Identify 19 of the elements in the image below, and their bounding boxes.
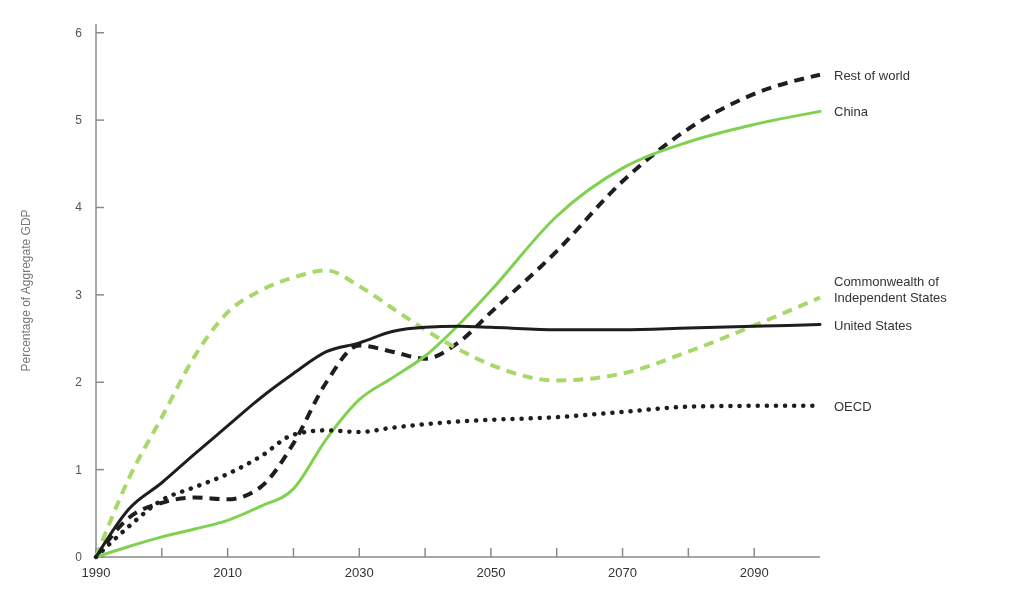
x-tick-label: 2090 [739,565,769,580]
series-label: Rest of world [834,67,910,83]
y-tick-label: 6 [75,25,83,40]
x-tick-label: 2030 [344,565,374,580]
x-tick-label: 1990 [81,565,111,580]
series-label: United States [834,317,913,333]
series-label: Commonwealth of Independent States [834,274,948,306]
y-tick-label: 0 [75,550,83,564]
x-tick-label: 2070 [608,565,638,580]
y-tick-label: 2 [75,375,83,390]
x-tick-label: 2010 [213,565,243,580]
y-tick-label: 1 [75,462,83,477]
series-label: OECD [834,398,872,414]
y-axis-title: Percentage of Aggregate GDP [19,209,33,372]
series-label: China [834,104,869,120]
y-tick-label: 3 [75,287,83,302]
x-tick-label: 2050 [476,565,506,580]
y-tick-label: 4 [75,200,83,215]
y-tick-label: 5 [75,113,83,128]
